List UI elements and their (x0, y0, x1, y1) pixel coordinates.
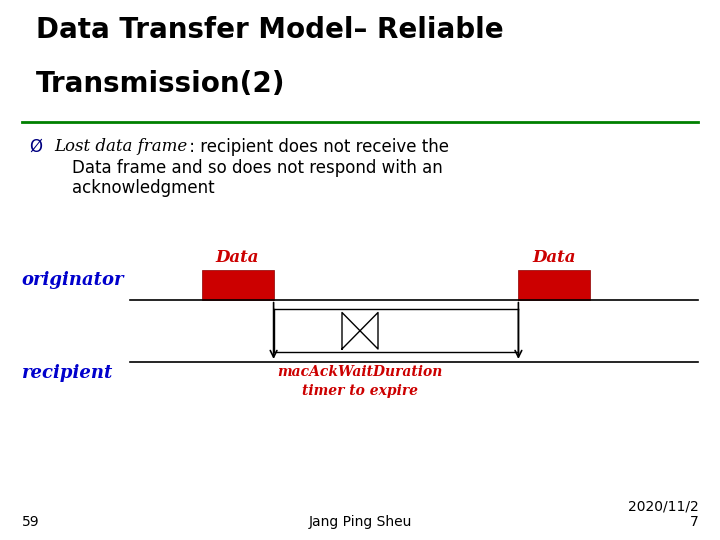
Text: Data: Data (216, 249, 259, 266)
Text: Data: Data (533, 249, 576, 266)
Text: 2020/11/2
        7: 2020/11/2 7 (628, 499, 698, 529)
Text: Data frame and so does not respond with an: Data frame and so does not respond with … (72, 159, 443, 177)
Bar (518, 270, 590, 300)
Text: Lost data frame: Lost data frame (54, 138, 187, 154)
Text: Transmission(2): Transmission(2) (36, 70, 286, 98)
Text: originator: originator (22, 271, 124, 289)
Text: : recipient does not receive the: : recipient does not receive the (184, 138, 449, 156)
Text: Jang Ping Sheu: Jang Ping Sheu (308, 515, 412, 529)
Text: recipient: recipient (22, 364, 113, 382)
Text: Data Transfer Model– Reliable: Data Transfer Model– Reliable (36, 16, 503, 44)
Bar (202, 270, 274, 300)
Text: macAckWaitDuration: macAckWaitDuration (277, 364, 443, 379)
Text: timer to expire: timer to expire (302, 384, 418, 399)
Text: acknowledgment: acknowledgment (72, 179, 215, 197)
Text: 59: 59 (22, 515, 39, 529)
Text: Ø: Ø (29, 138, 42, 156)
